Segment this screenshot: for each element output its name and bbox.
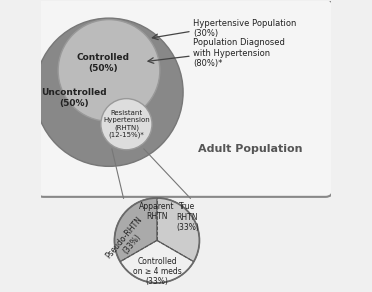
Wedge shape (121, 240, 193, 283)
Text: Resistant
Hypertension
(RHTN)
(12-15%)*: Resistant Hypertension (RHTN) (12-15%)* (103, 110, 150, 138)
Text: True
RHTN
(33%): True RHTN (33%) (176, 202, 199, 232)
Text: Apparent
RHTN: Apparent RHTN (139, 202, 175, 221)
Text: Controlled
(50%): Controlled (50%) (77, 53, 130, 73)
FancyBboxPatch shape (36, 0, 333, 197)
Text: Population Diagnosed
with Hypertension
(80%)*: Population Diagnosed with Hypertension (… (193, 38, 285, 68)
Text: Hypertensive Population
(30%): Hypertensive Population (30%) (193, 19, 296, 38)
Text: Uncontrolled
(50%): Uncontrolled (50%) (41, 88, 107, 108)
Circle shape (58, 20, 160, 121)
Text: Controlled
on ≥ 4 meds
(33%): Controlled on ≥ 4 meds (33%) (132, 257, 181, 286)
Wedge shape (115, 198, 157, 262)
Circle shape (114, 197, 200, 284)
Circle shape (101, 99, 152, 150)
Wedge shape (157, 198, 199, 262)
Circle shape (35, 18, 183, 166)
Text: Pseudo-RHTN
(33%): Pseudo-RHTN (33%) (104, 214, 152, 267)
Text: Adult Population: Adult Population (198, 144, 302, 154)
